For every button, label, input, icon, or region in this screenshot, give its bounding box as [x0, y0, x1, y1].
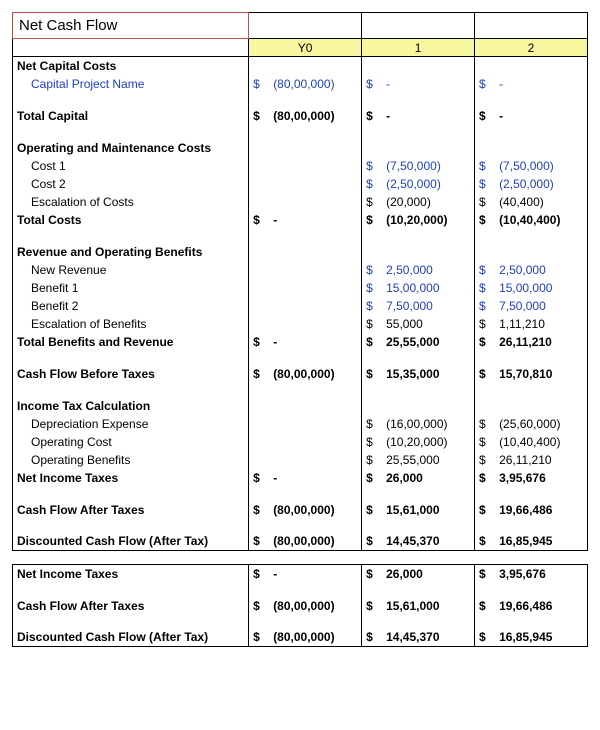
total-costs-row: Total Costs $- $(10,20,000) $(10,40,400): [13, 211, 588, 229]
cur: $: [475, 75, 496, 93]
row-label: Total Capital: [13, 107, 249, 125]
benefit1-row: Benefit 1 $15,00,000 $15,00,000: [13, 279, 588, 297]
cell[interactable]: -: [495, 75, 587, 93]
title-row: Net Cash Flow: [13, 13, 588, 39]
income-tax-header: Income Tax Calculation: [13, 397, 588, 415]
operating-cost-row: Operating Cost $(10,20,000) $(10,40,400): [13, 433, 588, 451]
dcf-row-2: Discounted Cash Flow (After Tax) $(80,00…: [13, 629, 588, 647]
cost2-row: Cost 2 $(2,50,000) $(2,50,000): [13, 175, 588, 193]
net-capital-costs-header: Net Capital Costs: [13, 57, 588, 75]
cur: $: [249, 75, 270, 93]
rev-benefits-header: Revenue and Operating Benefits: [13, 243, 588, 261]
cell[interactable]: -: [382, 75, 474, 93]
escalation-benefits-row: Escalation of Benefits $55,000 $1,11,210: [13, 315, 588, 333]
dcf-row: Discounted Cash Flow (After Tax) $(80,00…: [13, 533, 588, 551]
cell: (80,00,000): [269, 107, 361, 125]
cell: -: [495, 107, 587, 125]
cf-after-tax-row: Cash Flow After Taxes $(80,00,000) $15,6…: [13, 501, 588, 519]
cell[interactable]: (80,00,000): [269, 75, 361, 93]
net-income-taxes-row-2: Net Income Taxes $- $26,000 $3,95,676: [13, 565, 588, 583]
cf-after-tax-row-2: Cash Flow After Taxes $(80,00,000) $15,6…: [13, 597, 588, 615]
escalation-costs-row: Escalation of Costs $(20,000) $(40,400): [13, 193, 588, 211]
total-benefits-row: Total Benefits and Revenue $- $25,55,000…: [13, 333, 588, 351]
col-header-1: 1: [362, 39, 475, 57]
new-revenue-row: New Revenue $2,50,000 $2,50,000: [13, 261, 588, 279]
cashflow-table: Net Cash Flow Y0 1 2 Net Capital Costs C…: [12, 12, 588, 647]
om-costs-header: Operating and Maintenance Costs: [13, 139, 588, 157]
section-label: Net Capital Costs: [13, 57, 249, 75]
col-header-y0: Y0: [249, 39, 362, 57]
cf-before-tax-row: Cash Flow Before Taxes $(80,00,000) $15,…: [13, 365, 588, 383]
cost1-row: Cost 1 $(7,50,000) $(7,50,000): [13, 157, 588, 175]
benefit2-row: Benefit 2 $7,50,000 $7,50,000: [13, 297, 588, 315]
col-header-2: 2: [475, 39, 588, 57]
table-title: Net Cash Flow: [13, 13, 249, 39]
net-income-taxes-row: Net Income Taxes $- $26,000 $3,95,676: [13, 469, 588, 487]
depreciation-row: Depreciation Expense $(16,00,000) $(25,6…: [13, 415, 588, 433]
operating-benefits-row: Operating Benefits $25,55,000 $26,11,210: [13, 451, 588, 469]
cell: -: [382, 107, 474, 125]
header-row: Y0 1 2: [13, 39, 588, 57]
capital-project-row: Capital Project Name $ (80,00,000) $ - $…: [13, 75, 588, 93]
total-capital-row: Total Capital $ (80,00,000) $ - $ -: [13, 107, 588, 125]
row-label[interactable]: Capital Project Name: [13, 75, 249, 93]
cur: $: [362, 75, 383, 93]
